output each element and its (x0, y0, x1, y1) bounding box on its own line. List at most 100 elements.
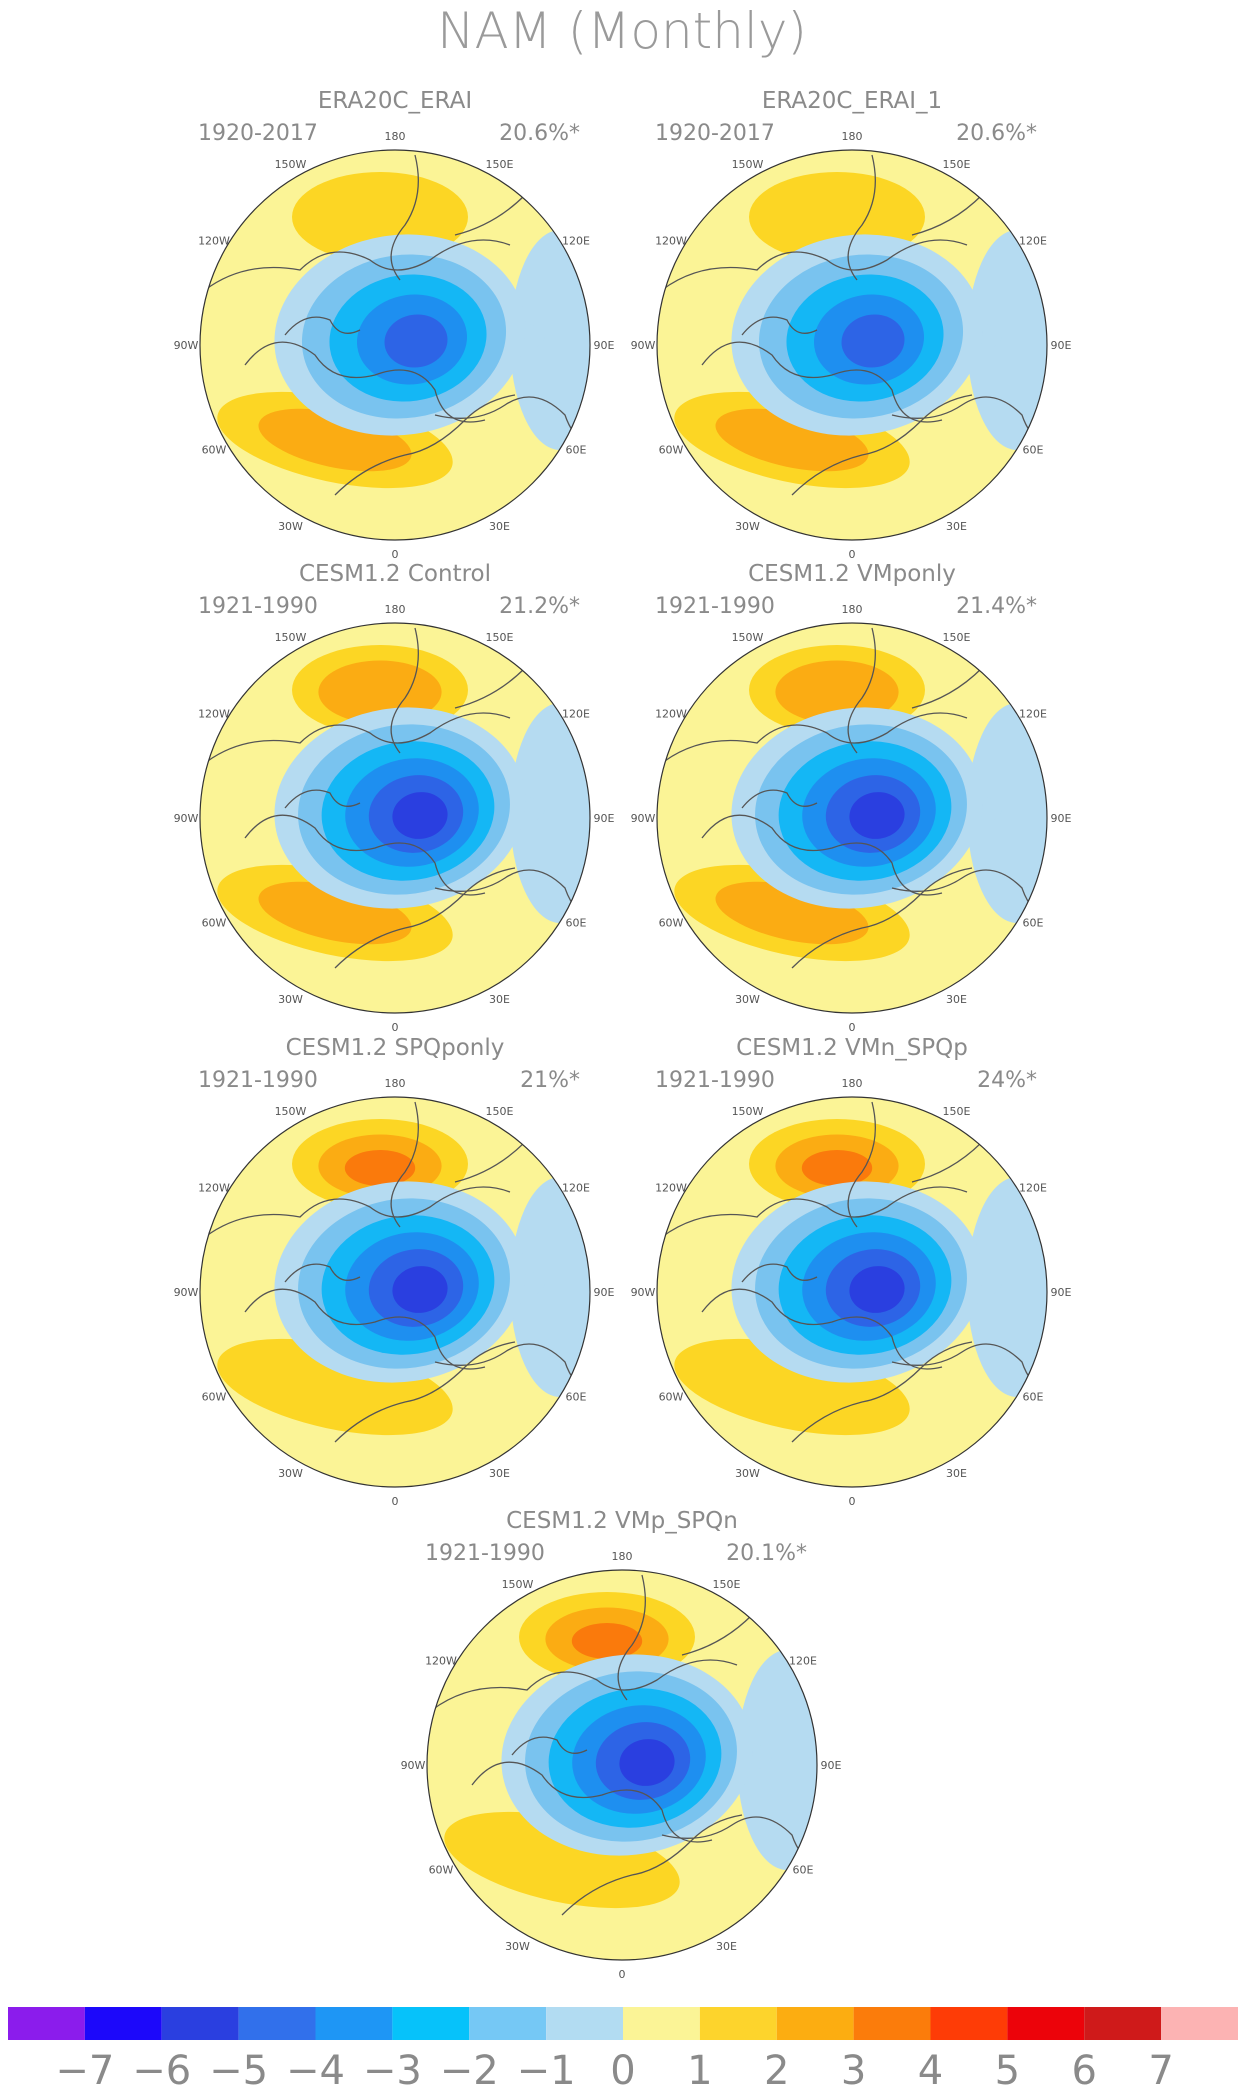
coastline (661, 239, 968, 291)
longitude-label: 150E (713, 1578, 741, 1591)
panel-title: ERA20C_ERAI_1 (762, 88, 942, 114)
pacific-positive-contour (571, 1623, 643, 1659)
colorbar-swatch (930, 2007, 1008, 2040)
map-outline (426, 1569, 818, 1961)
longitude-label: 60W (659, 1391, 684, 1404)
coastline (741, 316, 818, 336)
panel-title: CESM1.2 VMn_SPQp (736, 1035, 968, 1061)
colorbar-label: −3 (363, 2048, 422, 2086)
longitude-label: 60W (429, 1864, 454, 1877)
longitude-label: 90W (174, 339, 199, 352)
longitude-label: 150W (732, 158, 764, 171)
longitude-label: 120W (655, 708, 687, 721)
longitude-label: 150E (486, 1105, 514, 1118)
colorbar-label: 5 (995, 2048, 1020, 2086)
period-label: 1921-1990 (425, 1541, 545, 1566)
longitude-label: 120W (655, 235, 687, 248)
coastline (284, 316, 361, 336)
coastline (204, 712, 511, 764)
panel-title: CESM1.2 VMp_SPQn (506, 1508, 738, 1534)
colorbar-swatch (623, 2007, 700, 2040)
colorbar-label: −5 (209, 2048, 268, 2086)
coastline (847, 154, 876, 281)
coastline (471, 1761, 713, 1843)
colorbar-label: −4 (286, 2048, 345, 2086)
longitude-label: 120E (562, 708, 590, 721)
arctic-negative-contour (392, 792, 448, 839)
coastline (390, 627, 419, 754)
coastline (661, 712, 968, 764)
map-field (657, 1097, 1047, 1487)
longitude-label: 180 (385, 130, 406, 143)
longitude-label: 60W (202, 444, 227, 457)
variance-label: 21.2%* (499, 594, 580, 619)
panel-title: CESM1.2 Control (299, 561, 491, 587)
longitude-label: 30W (735, 1467, 760, 1480)
panel-title: CESM1.2 SPQponly (286, 1035, 505, 1061)
map-panel: CESM1.2 VMp_SPQn 1921-1990 20.1%* 180 150E 12… (401, 1508, 842, 1981)
coastline (741, 1263, 818, 1283)
variance-label: 24%* (977, 1068, 1037, 1093)
longitude-label: 0 (392, 548, 399, 561)
longitude-label: 120W (425, 1655, 457, 1668)
coastline (847, 627, 876, 754)
longitude-label: 120W (198, 1182, 230, 1195)
coastline (701, 814, 943, 896)
colorbar-swatch (469, 2007, 547, 2040)
longitude-label: 30W (735, 993, 760, 1006)
map-field (657, 623, 1047, 1013)
longitude-label: 120W (655, 1182, 687, 1195)
period-label: 1920-2017 (655, 121, 775, 146)
variance-label: 20.1%* (726, 1541, 807, 1566)
colorbar-label: 4 (918, 2048, 943, 2086)
longitude-label: 90W (631, 339, 656, 352)
coastline (791, 867, 973, 969)
colorbar-label: −7 (55, 2048, 114, 2086)
map-panel: ERA20C_ERAI_1 1920-2017 20.6%* 180 150E 120E 9… (631, 88, 1072, 561)
longitude-label: 180 (842, 1077, 863, 1090)
colorbar-swatch (1084, 2007, 1162, 2040)
longitude-label: 60W (659, 444, 684, 457)
longitude-label: 60W (202, 917, 227, 930)
coastline (244, 814, 486, 896)
coastline (284, 789, 361, 809)
colorbar-swatch (776, 2007, 854, 2040)
longitude-label: 60E (566, 1391, 587, 1404)
longitude-label: 60E (1023, 1391, 1044, 1404)
coastline (284, 1263, 361, 1283)
colorbar-swatch (546, 2007, 623, 2040)
colorbar-label: 0 (610, 2048, 635, 2086)
period-label: 1921-1990 (655, 594, 775, 619)
colorbar-label: 2 (764, 2048, 789, 2086)
map-field (427, 1570, 817, 1960)
coastline (244, 1288, 486, 1370)
arctic-negative-contour (619, 1739, 675, 1786)
coastline (390, 1101, 419, 1228)
coastline (741, 789, 818, 809)
longitude-label: 90E (1051, 812, 1072, 825)
period-label: 1920-2017 (198, 121, 318, 146)
colorbar-swatch (699, 2007, 777, 2040)
longitude-label: 150W (732, 631, 764, 644)
longitude-label: 30W (735, 520, 760, 533)
coastline (617, 1574, 646, 1701)
longitude-label: 120E (1019, 708, 1047, 721)
variance-label: 20.6%* (499, 121, 580, 146)
longitude-label: 90W (631, 1286, 656, 1299)
longitude-label: 30E (716, 1940, 737, 1953)
colorbar-swatch (84, 2007, 162, 2040)
colorbar-label: 7 (1148, 2048, 1173, 2086)
coastline (390, 154, 419, 281)
pacific-positive-contour (801, 1150, 873, 1186)
longitude-label: 0 (849, 548, 856, 561)
colorbar-swatch (161, 2007, 239, 2040)
arctic-negative-contour (841, 314, 905, 368)
map-panel: CESM1.2 VMn_SPQp 1921-1990 24%* 180 150E 120E… (631, 1035, 1072, 1508)
longitude-label: 90W (631, 812, 656, 825)
longitude-label: 180 (842, 603, 863, 616)
longitude-label: 30E (946, 993, 967, 1006)
map-outline (656, 149, 1048, 541)
longitude-label: 90E (594, 339, 615, 352)
longitude-label: 180 (842, 130, 863, 143)
